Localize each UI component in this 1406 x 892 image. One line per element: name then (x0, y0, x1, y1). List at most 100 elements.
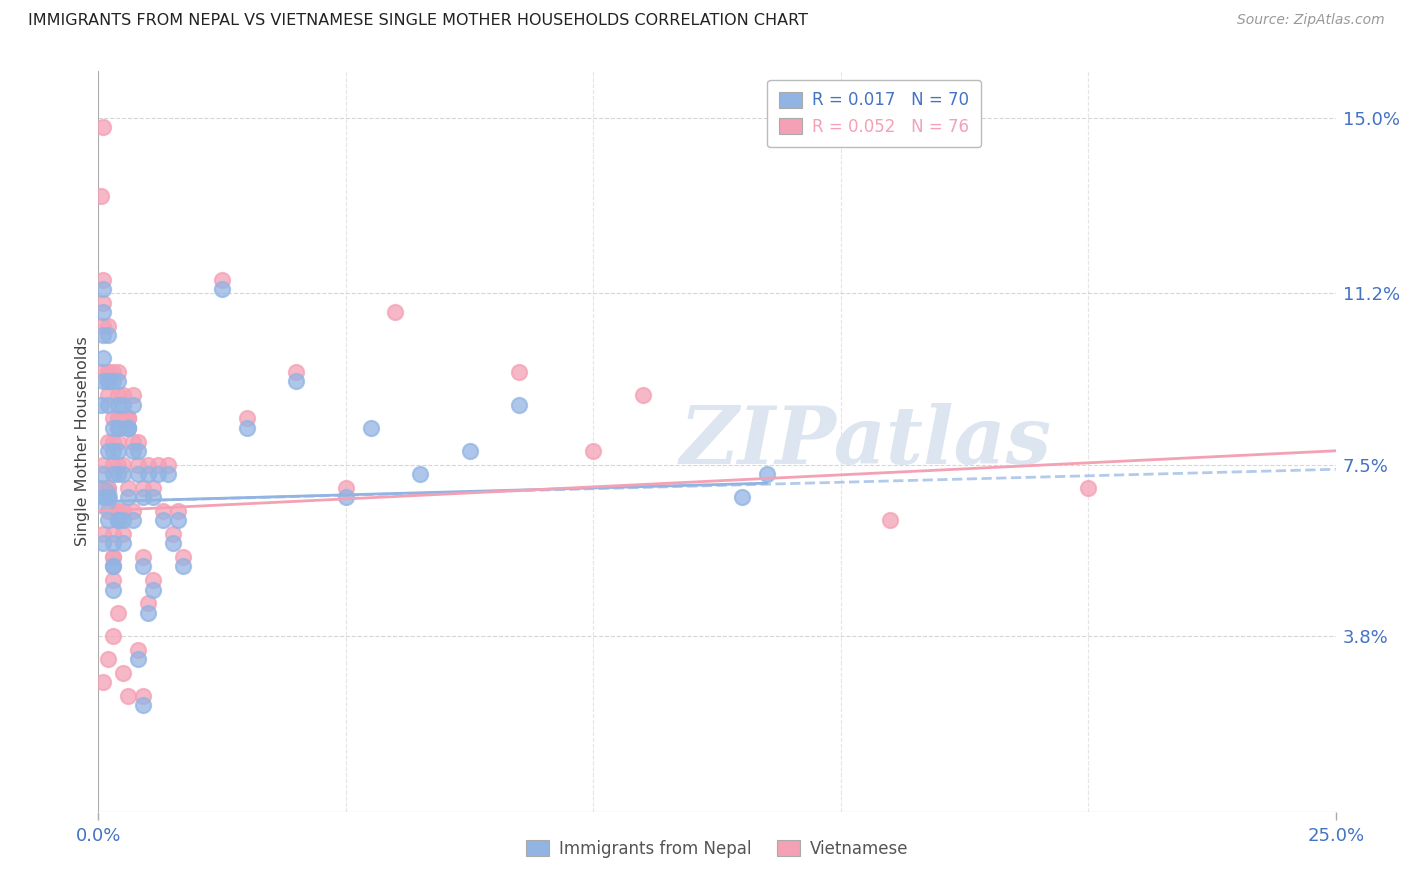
Point (107, 458, 129, 472)
Point (156, 467, 179, 481)
Point (93, 282, 115, 296)
Point (103, 629, 125, 643)
Point (97, 513, 120, 527)
Point (132, 689, 155, 703)
Point (127, 642, 149, 657)
Point (90, 490, 112, 504)
Point (127, 652, 149, 666)
Point (93, 328, 115, 343)
Point (117, 689, 139, 703)
Point (166, 513, 188, 527)
Point (93, 272, 115, 286)
Point (107, 375, 129, 389)
Point (93, 120, 115, 134)
Text: IMMIGRANTS FROM NEPAL VS VIETNAMESE SINGLE MOTHER HOUSEHOLDS CORRELATION CHART: IMMIGRANTS FROM NEPAL VS VIETNAMESE SING… (28, 13, 808, 29)
Point (156, 458, 179, 472)
Point (142, 574, 165, 588)
Point (97, 481, 120, 495)
Point (93, 675, 115, 690)
Point (112, 527, 135, 541)
Point (211, 282, 233, 296)
Point (132, 550, 155, 565)
Point (107, 467, 129, 481)
Point (90, 189, 112, 203)
Point (93, 305, 115, 319)
Point (117, 490, 139, 504)
Point (132, 559, 155, 574)
Point (97, 375, 120, 389)
Point (879, 513, 901, 527)
Point (97, 328, 120, 343)
Point (112, 398, 135, 412)
Point (122, 434, 145, 449)
Point (117, 420, 139, 434)
Point (146, 458, 169, 472)
Point (93, 365, 115, 379)
Point (236, 411, 259, 425)
Point (285, 365, 308, 379)
Point (122, 504, 145, 518)
Point (107, 504, 129, 518)
Point (631, 388, 654, 402)
Point (127, 434, 149, 449)
Point (103, 443, 125, 458)
Point (97, 365, 120, 379)
Text: ZIPatlas: ZIPatlas (679, 403, 1052, 480)
Point (97, 365, 120, 379)
Point (122, 388, 145, 402)
Point (285, 375, 308, 389)
Point (117, 411, 139, 425)
Point (146, 467, 169, 481)
Point (93, 536, 115, 550)
Point (132, 490, 155, 504)
Point (755, 467, 778, 481)
Point (107, 398, 129, 412)
Point (103, 458, 125, 472)
Point (112, 536, 135, 550)
Point (93, 375, 115, 389)
Point (90, 398, 112, 412)
Point (142, 490, 165, 504)
Point (93, 467, 115, 481)
Point (582, 443, 605, 458)
Point (97, 490, 120, 504)
Text: Source: ZipAtlas.com: Source: ZipAtlas.com (1237, 13, 1385, 28)
Point (93, 490, 115, 504)
Point (384, 305, 406, 319)
Point (107, 606, 129, 620)
Point (152, 513, 174, 527)
Point (103, 411, 125, 425)
Point (97, 490, 120, 504)
Point (112, 504, 135, 518)
Point (97, 388, 120, 402)
Point (127, 443, 149, 458)
Point (172, 559, 194, 574)
Point (103, 434, 125, 449)
Point (107, 365, 129, 379)
Point (93, 458, 115, 472)
Point (112, 665, 135, 680)
Legend: Immigrants from Nepal, Vietnamese: Immigrants from Nepal, Vietnamese (517, 831, 917, 866)
Point (335, 490, 357, 504)
Point (97, 318, 120, 333)
Point (107, 434, 129, 449)
Point (152, 504, 174, 518)
Point (103, 574, 125, 588)
Point (112, 388, 135, 402)
Point (97, 504, 120, 518)
Point (103, 550, 125, 565)
Point (107, 411, 129, 425)
Point (97, 652, 120, 666)
Point (162, 536, 184, 550)
Point (103, 559, 125, 574)
Point (107, 513, 129, 527)
Point (107, 443, 129, 458)
Point (103, 536, 125, 550)
Point (107, 420, 129, 434)
Point (1077, 481, 1099, 495)
Point (122, 443, 145, 458)
Point (360, 420, 382, 434)
Point (107, 513, 129, 527)
Point (409, 467, 432, 481)
Point (93, 318, 115, 333)
